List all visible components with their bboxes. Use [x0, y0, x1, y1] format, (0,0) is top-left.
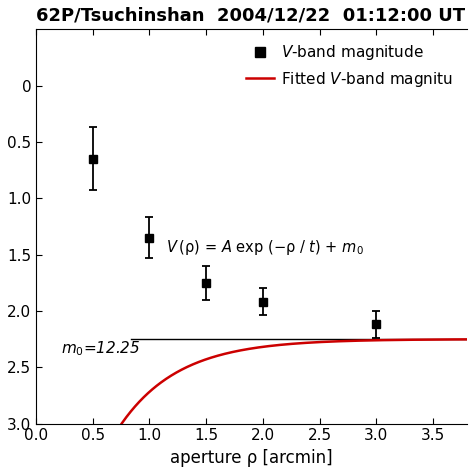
X-axis label: aperture ρ [arcmin]: aperture ρ [arcmin]: [170, 449, 333, 467]
Text: $V$ (ρ) = $A$ exp (−ρ / $t$) + $m_0$: $V$ (ρ) = $A$ exp (−ρ / $t$) + $m_0$: [166, 238, 365, 257]
Legend: $V$-band magnitude, Fitted $V$-band magnitu: $V$-band magnitude, Fitted $V$-band magn…: [240, 37, 459, 95]
Text: 62P/Tsuchinshan  2004/12/22  01:12:00 UT: 62P/Tsuchinshan 2004/12/22 01:12:00 UT: [36, 7, 465, 25]
Text: $m_0$=12.25: $m_0$=12.25: [61, 340, 140, 358]
